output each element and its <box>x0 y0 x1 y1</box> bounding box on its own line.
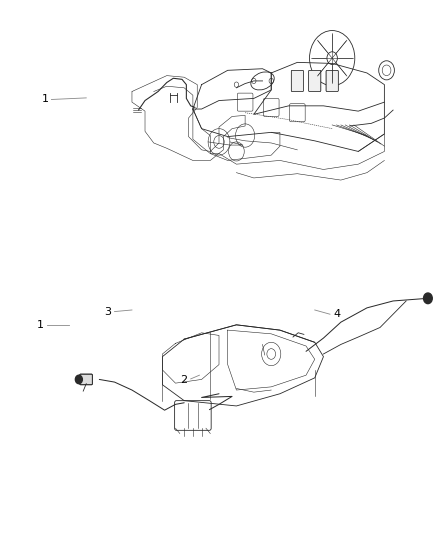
Text: 3: 3 <box>105 306 112 317</box>
Text: 1: 1 <box>42 94 49 104</box>
FancyBboxPatch shape <box>309 70 321 92</box>
FancyBboxPatch shape <box>80 374 92 385</box>
FancyBboxPatch shape <box>326 70 338 92</box>
FancyBboxPatch shape <box>291 70 304 92</box>
Circle shape <box>424 293 432 304</box>
Text: 4: 4 <box>333 309 340 319</box>
Text: 2: 2 <box>180 375 188 385</box>
Text: 1: 1 <box>37 320 44 330</box>
Circle shape <box>75 375 82 384</box>
